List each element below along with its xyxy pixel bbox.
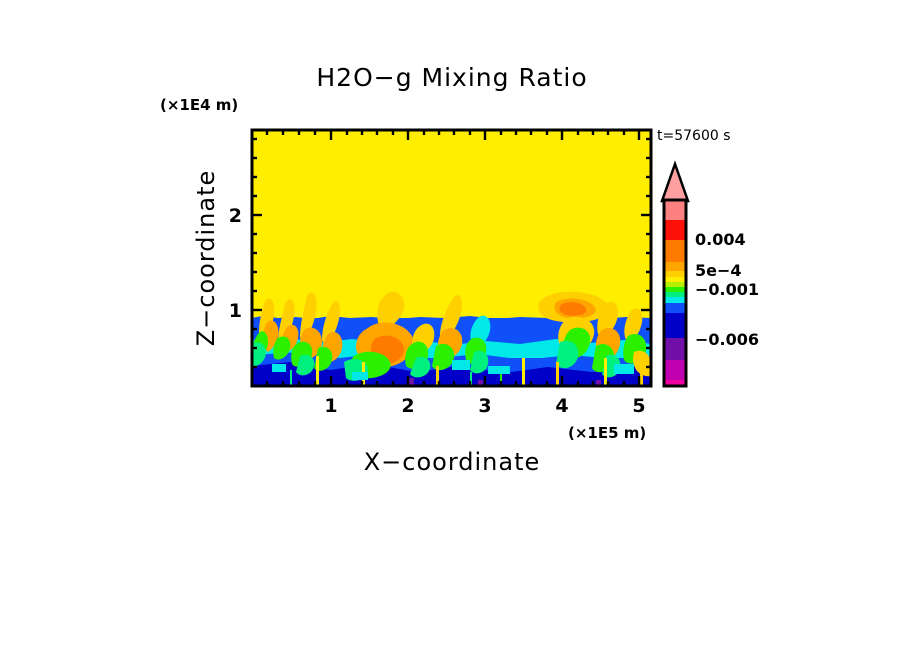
streak (640, 364, 643, 386)
plume-group (252, 291, 651, 386)
y-tick-labels: 1 2 (229, 205, 242, 322)
x-axis-title: X−coordinate (364, 448, 541, 476)
colorbar-band (664, 220, 686, 240)
x-tick-label: 3 (478, 395, 491, 417)
colorbar-band (664, 240, 686, 262)
y-axis-ticks (252, 137, 262, 369)
plume-filament (300, 292, 317, 341)
colorbar-band (664, 287, 686, 292)
mottle (614, 364, 634, 374)
plume-filament (597, 301, 618, 339)
colorbar-band (664, 303, 686, 313)
page-title: H2O−g Mixing Ratio (316, 63, 587, 92)
plume-filament (278, 299, 295, 345)
plume-edge (432, 343, 455, 371)
colorbar-band (664, 282, 686, 287)
colorbar-band (664, 380, 686, 386)
x-tick-label: 2 (401, 395, 414, 417)
streak (604, 358, 607, 386)
colorbar-band (664, 277, 686, 282)
plume-filament (377, 291, 405, 330)
streak (470, 372, 472, 386)
streak (556, 362, 559, 386)
colorbar-band (664, 292, 686, 297)
streak (316, 356, 319, 386)
dark-speck (260, 378, 267, 386)
x-axis-ticks (265, 376, 641, 386)
colorbar-band (664, 271, 686, 277)
colorbar-band (664, 338, 686, 360)
plume-edge (470, 350, 489, 374)
y-tick-label: 2 (229, 205, 242, 227)
plume-cap-hot (559, 302, 587, 316)
plume-filament (440, 295, 462, 341)
plume-filament (624, 308, 643, 341)
streak (522, 358, 525, 386)
colorbar[interactable] (660, 160, 690, 388)
colorbar-tick-label: −0.001 (695, 280, 759, 299)
x-tick-label: 5 (632, 395, 645, 417)
streak (436, 366, 439, 386)
y-axis-ticks-right (641, 137, 651, 369)
mottle (452, 360, 470, 370)
streak (290, 370, 292, 386)
plume-edge (633, 350, 651, 377)
colorbar-tick-labels: 0.004 5e−4 −0.001 −0.006 (695, 230, 759, 349)
colorbar-tick-label: 0.004 (695, 230, 746, 249)
x-axis-ticks-top (265, 130, 641, 140)
y-tick-label: 1 (229, 300, 242, 322)
x-tick-labels: 1 2 3 4 5 (324, 395, 645, 417)
colorbar-band (664, 360, 686, 380)
mottle (352, 372, 368, 380)
plume-edge (273, 336, 291, 360)
colorbar-band (664, 262, 686, 271)
plume-edge (410, 356, 431, 378)
colorbar-frame (662, 198, 688, 388)
colorbar-extend-arrow (663, 166, 687, 200)
mottle (488, 366, 510, 374)
dark-speck (478, 380, 483, 386)
x-tick-label: 1 (324, 395, 337, 417)
colorbar-tick-label: 5e−4 (695, 261, 742, 280)
y-axis-unit-label: (×1E4 m) (160, 96, 238, 114)
dark-speck (596, 380, 601, 386)
colorbar-tick-label: −0.006 (695, 330, 759, 349)
contour-plot-area (250, 128, 653, 388)
colorbar-band (664, 297, 686, 303)
streak (500, 368, 502, 386)
colorbar-band (664, 313, 686, 338)
plume-edge (296, 354, 315, 376)
plume-filament (322, 301, 340, 344)
x-axis-unit-label: (×1E5 m) (568, 424, 646, 442)
x-tick-label: 4 (555, 395, 568, 417)
colorbar-band (664, 200, 686, 220)
time-annotation: t=57600 s (657, 128, 731, 144)
mottle (272, 364, 286, 372)
y-axis-title: Z−coordinate (192, 170, 220, 347)
plot-frame (250, 128, 653, 388)
dark-speck (408, 378, 414, 386)
plume-edge (556, 340, 579, 369)
